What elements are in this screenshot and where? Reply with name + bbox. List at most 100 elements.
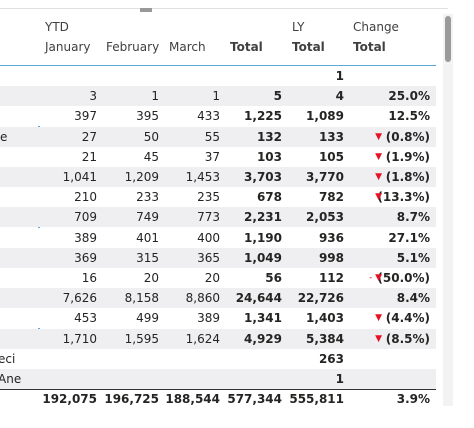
cell: 389 <box>197 311 220 326</box>
cell: 773 <box>197 210 220 225</box>
cell: 27 <box>81 129 97 144</box>
cell: 453 <box>74 311 97 326</box>
cell: 3 <box>89 89 97 104</box>
cell: 936 <box>318 230 344 245</box>
table-row <box>0 348 436 369</box>
cell: 1,595 <box>124 331 159 346</box>
group-header: YTD <box>45 20 69 34</box>
cell: 20 <box>204 271 220 285</box>
grip[interactable] <box>140 8 152 12</box>
table-row <box>0 167 436 187</box>
column-header: February <box>106 40 160 54</box>
cell: 5.1% <box>396 250 430 265</box>
cell: 1,453 <box>185 170 220 184</box>
cell: 709 <box>74 210 97 225</box>
total-cell: 192,075 <box>42 392 97 407</box>
cell: 1 <box>335 69 344 83</box>
cell: 1,041 <box>62 170 97 184</box>
column-header: Total <box>230 40 263 54</box>
cell: 112 <box>318 271 344 285</box>
cell: 4 <box>335 89 344 104</box>
cell: 210 <box>74 190 97 205</box>
table-row <box>0 308 436 329</box>
total-cell: 188,544 <box>165 392 220 407</box>
cell: 5 <box>273 89 282 104</box>
trend-indicator: ▼ <box>375 131 382 142</box>
table-row <box>0 146 436 167</box>
cell: 1,403 <box>306 311 344 326</box>
table-row <box>0 328 436 349</box>
cell: 1,049 <box>244 250 282 265</box>
cell: 8.7% <box>396 210 430 225</box>
cell: 782 <box>318 190 344 205</box>
trend-indicator: ▼ <box>375 313 382 324</box>
table-row <box>0 288 436 309</box>
cell: 103 <box>256 149 282 164</box>
cell: 369 <box>74 250 97 265</box>
table-row <box>0 227 436 248</box>
cell: 401 <box>136 230 159 245</box>
table-row <box>0 268 436 288</box>
total-cell: 3.9% <box>396 392 430 407</box>
cell: 3,770 <box>306 170 344 184</box>
trend-indicator: ▼ <box>375 192 382 203</box>
table-row <box>0 247 436 268</box>
column-header: Total <box>292 40 325 54</box>
total-cell: 196,725 <box>104 392 159 407</box>
cell: (50.0%) <box>377 271 430 285</box>
total-row <box>0 389 436 411</box>
group-header: LY <box>292 20 305 34</box>
cell: 315 <box>136 250 159 265</box>
group-header: Change <box>353 20 399 34</box>
cell: 1 <box>151 89 159 104</box>
cell: (4.4%) <box>385 311 430 326</box>
cell: 8,158 <box>124 291 159 306</box>
cell: 2,231 <box>244 210 282 225</box>
cell: 233 <box>136 190 159 205</box>
scrollbar-thumb[interactable] <box>445 16 451 62</box>
trend-indicator: - ▼ <box>368 273 382 283</box>
total-cell: 577,344 <box>227 392 282 407</box>
cell: 499 <box>136 311 159 326</box>
cell: 263 <box>318 351 344 366</box>
table-row <box>0 106 436 127</box>
cell: 389 <box>74 230 97 245</box>
cell: 1,710 <box>62 331 97 346</box>
cell: 1,209 <box>124 170 159 184</box>
trend-indicator: ▼ <box>375 333 382 344</box>
cell: 397 <box>74 109 97 124</box>
table-row <box>0 86 436 107</box>
cell: 678 <box>256 190 282 205</box>
row-label: e <box>0 129 8 144</box>
table-row <box>0 187 436 208</box>
cell: 5,384 <box>306 331 344 346</box>
row-label: eci <box>0 351 16 366</box>
cell: 25.0% <box>388 89 430 104</box>
cell: 105 <box>318 149 344 164</box>
cell: 37 <box>204 149 220 164</box>
cell: 16 <box>81 271 97 285</box>
cell: 133 <box>318 129 344 144</box>
cell: 235 <box>197 190 220 205</box>
row-label: Ane <box>0 372 22 386</box>
cell: 21 <box>81 149 97 164</box>
cell: 132 <box>256 129 282 144</box>
column-header: March <box>169 40 206 54</box>
table-row <box>0 66 436 86</box>
cell: 20 <box>143 271 159 285</box>
trend-indicator: ▼ <box>375 172 382 182</box>
cell: (8.5%) <box>385 331 430 346</box>
cell: 45 <box>143 149 159 164</box>
cell: 1 <box>212 89 220 104</box>
frame <box>0 8 448 9</box>
cell: 4,929 <box>244 331 282 346</box>
table-row <box>0 369 436 389</box>
column-header: Total <box>353 40 386 54</box>
scrollbar[interactable] <box>443 14 453 406</box>
trend-indicator: ▼ <box>375 151 382 162</box>
cell: 12.5% <box>388 109 430 124</box>
cell: 7,626 <box>62 291 97 306</box>
cell: 998 <box>318 250 344 265</box>
cell: 1,341 <box>244 311 282 326</box>
